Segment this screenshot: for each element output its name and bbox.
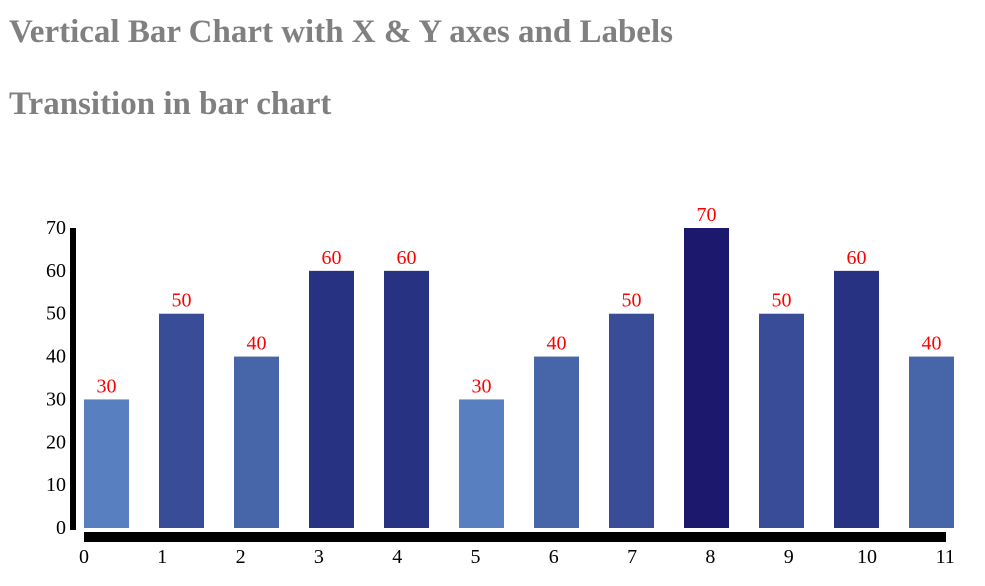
bar-4 — [384, 270, 429, 528]
x-tick-label-4: 4 — [392, 546, 402, 568]
x-tick-label-5: 5 — [471, 546, 481, 568]
x-tick-label-8: 8 — [705, 546, 715, 568]
y-tick-label-0: 0 — [56, 517, 66, 539]
x-tick-label-9: 9 — [784, 546, 794, 568]
bar-value-label-6: 40 — [547, 333, 567, 355]
y-tick-label-70: 70 — [46, 217, 66, 239]
y-tick-label-40: 40 — [46, 346, 66, 368]
bar-5 — [459, 399, 504, 528]
bar-value-label-4: 60 — [397, 247, 417, 269]
data-labels-group: 30 50 40 60 60 30 40 50 70 50 60 40 — [97, 204, 942, 397]
bar-7 — [609, 313, 654, 528]
y-tick-label-60: 60 — [46, 260, 66, 282]
chart-title: Vertical Bar Chart with X & Y axes and L… — [9, 14, 673, 50]
bar-value-label-10: 60 — [847, 247, 867, 269]
bars-group — [84, 228, 954, 528]
bar-value-label-8: 70 — [697, 204, 717, 226]
bar-1 — [159, 313, 204, 528]
y-tick-label-20: 20 — [46, 431, 66, 453]
y-axis: 0 10 20 30 40 50 60 70 — [46, 217, 76, 539]
y-tick-label-10: 10 — [46, 474, 66, 496]
bar-value-label-11: 40 — [922, 333, 942, 355]
bar-3 — [309, 270, 354, 528]
x-tick-label-3: 3 — [314, 546, 324, 568]
bar-2 — [234, 356, 279, 528]
bar-value-label-0: 30 — [97, 375, 117, 397]
bar-value-label-2: 40 — [247, 333, 267, 355]
bar-9 — [759, 313, 804, 528]
x-tick-label-0: 0 — [79, 546, 89, 568]
bar-11 — [909, 356, 954, 528]
bar-10 — [834, 270, 879, 528]
x-tick-label-11: 11 — [936, 546, 955, 568]
x-tick-label-2: 2 — [236, 546, 246, 568]
x-tick-label-7: 7 — [627, 546, 637, 568]
bar-0 — [84, 399, 129, 528]
bar-value-label-5: 30 — [472, 375, 492, 397]
x-tick-label-10: 10 — [857, 546, 877, 568]
y-tick-label-50: 50 — [46, 303, 66, 325]
y-tick-label-30: 30 — [46, 388, 66, 410]
bar-value-label-9: 50 — [772, 290, 792, 312]
bar-6 — [534, 356, 579, 528]
bar-value-label-7: 50 — [622, 290, 642, 312]
x-tick-label-1: 1 — [157, 546, 167, 568]
x-axis: 0 1 2 3 4 5 6 7 8 9 10 11 — [79, 532, 955, 568]
chart-subtitle: Transition in bar chart — [9, 86, 332, 122]
bar-8 — [684, 228, 729, 528]
x-tick-label-6: 6 — [549, 546, 559, 568]
bar-value-label-1: 50 — [172, 290, 192, 312]
bar-value-label-3: 60 — [322, 247, 342, 269]
